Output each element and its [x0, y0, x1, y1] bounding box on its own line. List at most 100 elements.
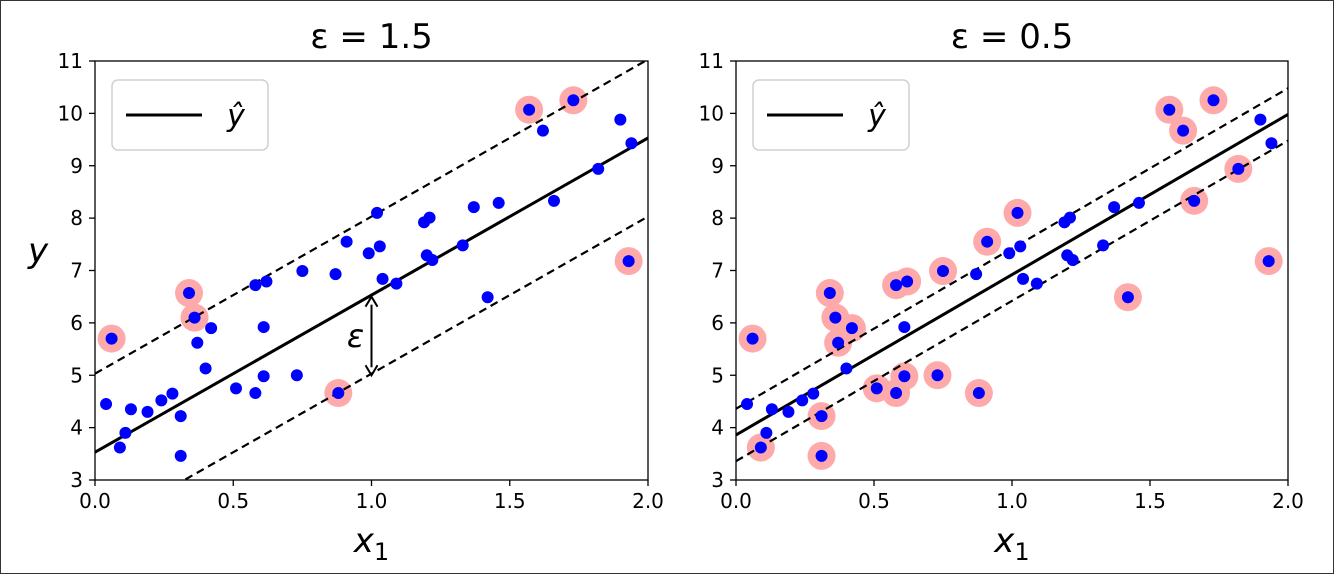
- y-tick-label: 6: [70, 311, 83, 335]
- data-point: [191, 336, 204, 349]
- panel-epsilon-1-5: 0.0 0.5 1.0 1.5 2.0 3 4 5 6 7 8 9 10 11 ε = 1.5 x1 y ŷ ε: [27, 17, 664, 566]
- y-tick-label: 3: [70, 468, 83, 492]
- data-point: [746, 332, 759, 345]
- data-point: [796, 394, 809, 407]
- data-point: [249, 387, 262, 400]
- x-tick-label: 0.0: [720, 489, 752, 513]
- data-point: [625, 137, 638, 150]
- x-tick-label: 0.0: [79, 489, 111, 513]
- data-point: [1132, 196, 1145, 209]
- x-tick-label: 0.5: [858, 489, 890, 513]
- data-point: [1017, 272, 1030, 285]
- chart-title: ε = 0.5: [951, 17, 1074, 57]
- data-point: [373, 240, 386, 253]
- y-tick-label: 8: [711, 206, 724, 230]
- data-point: [340, 235, 353, 248]
- y-tick-label: 4: [711, 416, 724, 440]
- data-point: [754, 441, 767, 454]
- data-point: [890, 279, 903, 292]
- data-point: [1262, 255, 1275, 268]
- x-tick-label: 2.0: [1272, 489, 1304, 513]
- data-point: [972, 387, 985, 400]
- regression-line: [736, 113, 1288, 437]
- epsilon-arrow-head-up: [364, 294, 379, 308]
- data-point: [155, 394, 168, 407]
- data-point: [423, 211, 436, 224]
- data-point: [931, 369, 944, 382]
- x-tick-label: 0.5: [217, 489, 249, 513]
- x-tick-label: 2.0: [632, 489, 664, 513]
- x-axis-label: x1: [353, 521, 389, 566]
- data-point: [981, 235, 994, 248]
- data-point: [329, 268, 342, 281]
- margin-line: [95, 61, 648, 375]
- data-point: [183, 287, 196, 300]
- y-tick-label: 4: [70, 416, 83, 440]
- data-point: [741, 398, 754, 411]
- data-point: [1265, 137, 1278, 150]
- data-point: [390, 277, 403, 290]
- data-point: [614, 113, 627, 126]
- data-point: [547, 194, 560, 207]
- data-point: [832, 336, 845, 349]
- data-point: [890, 387, 903, 400]
- y-tick-label: 5: [70, 363, 83, 387]
- y-tick-label: 7: [70, 259, 83, 283]
- data-point: [124, 403, 137, 416]
- data-point: [1207, 94, 1220, 107]
- data-point: [371, 206, 384, 219]
- data-point: [119, 426, 132, 439]
- data-point: [166, 387, 179, 400]
- data-point: [1063, 211, 1076, 224]
- data-point: [765, 403, 778, 416]
- x-axis-label-main: x: [353, 521, 375, 561]
- y-tick-label: 3: [711, 468, 724, 492]
- y-tick-label: 7: [711, 259, 724, 283]
- data-point: [1003, 247, 1016, 260]
- data-point: [257, 321, 270, 334]
- y-tick-label: 9: [70, 154, 83, 178]
- x-tick-label: 1.5: [1134, 489, 1166, 513]
- data-point: [1254, 113, 1267, 126]
- data-point: [823, 287, 836, 300]
- margin-line: [736, 139, 1288, 463]
- y-tick-label: 5: [711, 363, 724, 387]
- data-point: [105, 332, 118, 345]
- data-point: [760, 426, 773, 439]
- data-point: [870, 382, 883, 395]
- data-point: [249, 279, 262, 292]
- data-point: [205, 322, 218, 335]
- data-point: [829, 311, 842, 324]
- legend-label: ŷ: [226, 99, 246, 134]
- data-point: [467, 201, 480, 214]
- data-point: [456, 239, 469, 252]
- data-point: [332, 387, 345, 400]
- data-point: [1121, 291, 1134, 304]
- plot-area: [736, 86, 1288, 470]
- y-tick-label: 9: [711, 154, 724, 178]
- data-point: [113, 441, 126, 454]
- data-point: [622, 255, 635, 268]
- data-point: [523, 103, 536, 116]
- data-point: [100, 398, 113, 411]
- x-tick-label: 1.5: [494, 489, 526, 513]
- x-axis-label: x1: [993, 521, 1029, 566]
- data-point: [1011, 206, 1024, 219]
- data-point: [260, 275, 273, 288]
- y-tick-label: 11: [58, 49, 83, 73]
- x-axis-label-subscript: 1: [374, 538, 389, 566]
- data-point: [1097, 239, 1110, 252]
- data-point: [174, 410, 187, 423]
- data-point: [970, 268, 983, 281]
- data-point: [901, 275, 914, 288]
- legend-label: ŷ: [867, 99, 887, 134]
- data-point: [1108, 201, 1121, 214]
- data-point: [1188, 194, 1201, 207]
- y-axis-label: y: [27, 231, 49, 271]
- data-point: [840, 362, 853, 375]
- data-point: [199, 362, 212, 375]
- data-point: [492, 196, 505, 209]
- data-point: [1177, 124, 1190, 137]
